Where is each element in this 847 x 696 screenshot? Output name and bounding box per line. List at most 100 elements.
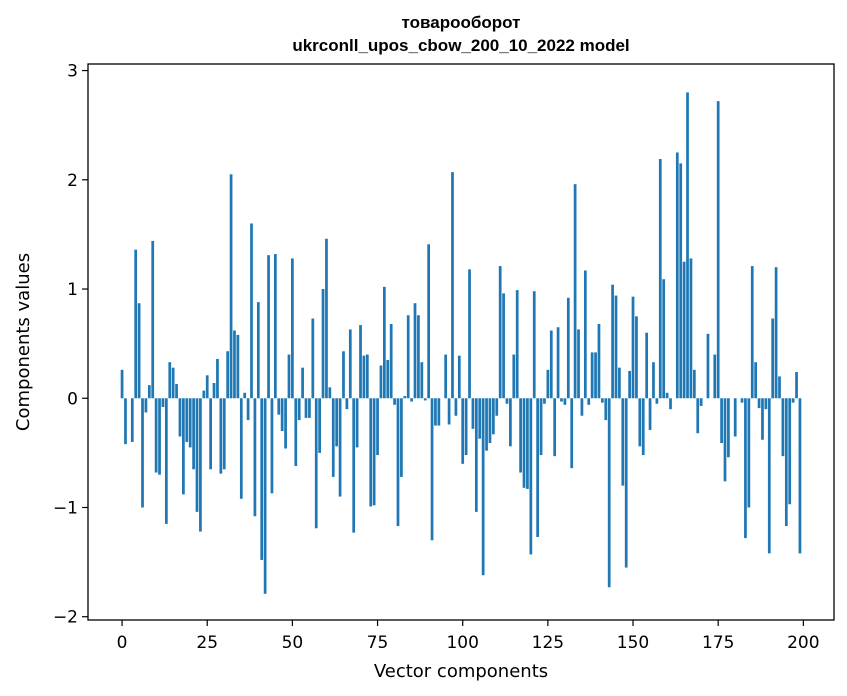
bar bbox=[410, 398, 413, 402]
bar bbox=[618, 367, 621, 399]
y-tick-label: −2 bbox=[53, 608, 78, 628]
y-tick-label: 2 bbox=[67, 171, 78, 191]
bar bbox=[628, 370, 631, 399]
bar bbox=[509, 398, 512, 447]
bar bbox=[594, 352, 597, 399]
bar bbox=[280, 398, 284, 432]
bar bbox=[492, 398, 495, 435]
bar bbox=[488, 398, 492, 444]
x-tick-label: 125 bbox=[532, 633, 564, 653]
bar bbox=[560, 398, 563, 402]
bar bbox=[447, 398, 451, 425]
bar bbox=[457, 355, 461, 399]
bar bbox=[124, 398, 127, 445]
x-tick-label: 100 bbox=[446, 633, 478, 653]
bar bbox=[147, 385, 151, 399]
bar bbox=[120, 369, 124, 399]
bar bbox=[372, 398, 376, 506]
bar bbox=[485, 398, 488, 451]
bar bbox=[403, 396, 407, 399]
bar bbox=[308, 398, 311, 418]
bar bbox=[199, 398, 202, 532]
bar bbox=[607, 398, 611, 588]
bar bbox=[536, 398, 540, 537]
bar bbox=[713, 354, 717, 399]
bar bbox=[369, 398, 373, 507]
bar bbox=[437, 398, 441, 426]
bar bbox=[505, 398, 509, 404]
bar bbox=[400, 398, 403, 477]
bar bbox=[256, 302, 260, 399]
bar bbox=[526, 398, 529, 489]
bar bbox=[345, 398, 349, 410]
bar bbox=[195, 398, 199, 512]
bar bbox=[348, 329, 352, 399]
x-tick-label: 50 bbox=[282, 633, 304, 653]
bar bbox=[546, 369, 550, 399]
bar bbox=[175, 384, 178, 399]
bar bbox=[376, 398, 379, 456]
bar bbox=[342, 351, 345, 399]
bar bbox=[699, 398, 703, 406]
bar bbox=[141, 398, 144, 508]
bar bbox=[532, 291, 536, 399]
bar bbox=[771, 318, 775, 399]
bar bbox=[444, 354, 448, 399]
bar bbox=[495, 398, 499, 416]
bar bbox=[434, 398, 437, 426]
bar bbox=[580, 398, 584, 416]
bar bbox=[519, 398, 522, 473]
bar bbox=[611, 284, 614, 399]
bar bbox=[382, 286, 386, 399]
bar bbox=[427, 244, 431, 399]
bar bbox=[549, 330, 553, 399]
bar bbox=[474, 398, 478, 512]
bar bbox=[761, 398, 764, 440]
bar bbox=[515, 290, 519, 399]
x-tick-label: 175 bbox=[702, 633, 734, 653]
bar bbox=[144, 398, 148, 413]
bar bbox=[219, 398, 223, 474]
bar bbox=[226, 351, 230, 399]
x-tick-label: 0 bbox=[117, 633, 128, 653]
bar bbox=[273, 254, 277, 399]
bar bbox=[192, 398, 195, 470]
bar bbox=[638, 398, 642, 447]
bar bbox=[590, 352, 594, 399]
bar bbox=[529, 398, 533, 555]
bar bbox=[267, 255, 270, 399]
bar bbox=[767, 398, 771, 554]
bar bbox=[573, 184, 577, 399]
bar bbox=[171, 367, 175, 399]
bar bbox=[137, 303, 141, 399]
bar bbox=[212, 382, 216, 399]
bar bbox=[601, 398, 604, 403]
bar bbox=[229, 174, 233, 399]
bar bbox=[556, 327, 560, 399]
bar bbox=[795, 372, 798, 399]
bar bbox=[522, 398, 526, 488]
bar bbox=[233, 330, 236, 399]
bar bbox=[134, 249, 138, 399]
bar bbox=[778, 376, 781, 399]
bar bbox=[662, 279, 666, 399]
bar bbox=[413, 303, 417, 399]
bar bbox=[696, 398, 700, 434]
bar bbox=[406, 315, 410, 399]
y-tick-label: 3 bbox=[67, 62, 78, 82]
bar bbox=[471, 398, 475, 429]
bar bbox=[362, 355, 366, 399]
bar bbox=[461, 398, 465, 464]
bar bbox=[658, 159, 662, 399]
bar bbox=[318, 398, 321, 453]
bar bbox=[151, 240, 155, 399]
bar bbox=[335, 398, 339, 447]
bar bbox=[566, 297, 570, 399]
bar bbox=[209, 398, 212, 470]
bar bbox=[396, 398, 400, 527]
bar bbox=[675, 152, 679, 399]
bar bbox=[130, 398, 134, 442]
bar bbox=[386, 360, 390, 399]
bar bbox=[733, 398, 737, 437]
bar bbox=[239, 398, 243, 499]
